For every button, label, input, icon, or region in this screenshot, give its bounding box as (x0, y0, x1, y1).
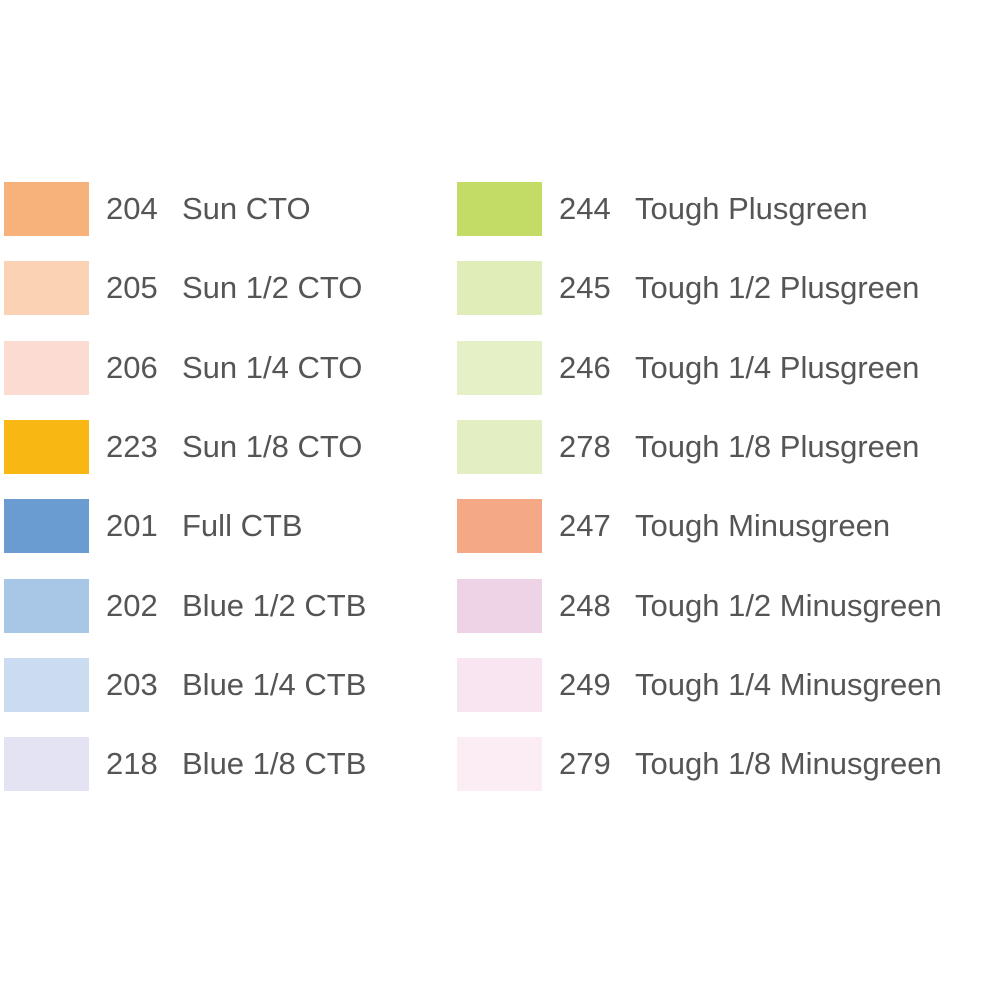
color-swatch (457, 261, 542, 316)
filter-name: Full CTB (182, 508, 303, 544)
color-swatch (457, 340, 542, 395)
filter-name: Tough 1/2 Minusgreen (635, 587, 942, 623)
filter-code: 248 (559, 587, 611, 623)
filter-name: Sun 1/8 CTO (182, 428, 363, 464)
color-swatch (4, 182, 89, 236)
filter-code: 205 (106, 270, 158, 306)
filter-name: Sun 1/2 CTO (182, 270, 363, 306)
filter-name: Sun 1/4 CTO (182, 349, 363, 385)
filter-code: 223 (106, 428, 158, 464)
filter-name: Tough 1/8 Plusgreen (635, 428, 920, 464)
color-swatch (457, 182, 542, 236)
filter-code: 245 (559, 270, 611, 306)
color-swatch (4, 657, 89, 712)
filter-name: Tough 1/8 Minusgreen (635, 746, 942, 782)
filter-name: Tough 1/4 Minusgreen (635, 666, 942, 702)
filter-name: Tough 1/2 Plusgreen (635, 270, 920, 306)
color-swatch (457, 737, 542, 792)
filter-code: 201 (106, 508, 158, 544)
filter-code: 279 (559, 746, 611, 782)
color-swatch (457, 578, 542, 633)
color-swatch (4, 499, 89, 554)
filter-code: 244 (559, 191, 611, 226)
filter-name: Blue 1/2 CTB (182, 587, 367, 623)
color-swatch (4, 419, 89, 474)
filter-code: 204 (106, 191, 158, 226)
filter-code: 278 (559, 428, 611, 464)
color-swatch (4, 340, 89, 395)
filter-code: 249 (559, 666, 611, 702)
filter-name: Tough Plusgreen (635, 191, 868, 226)
filter-code: 206 (106, 349, 158, 385)
color-swatch (457, 499, 542, 554)
filter-code: 218 (106, 746, 158, 782)
color-swatch (4, 578, 89, 633)
filter-code: 247 (559, 508, 611, 544)
color-swatch (457, 419, 542, 474)
filter-name: Blue 1/4 CTB (182, 666, 367, 702)
filter-name: Blue 1/8 CTB (182, 746, 367, 782)
filter-name: Tough 1/4 Plusgreen (635, 349, 920, 385)
filter-name: Tough Minusgreen (635, 508, 891, 544)
color-swatch (4, 737, 89, 792)
color-swatch (457, 657, 542, 712)
filter-code: 202 (106, 587, 158, 623)
filter-name: Sun CTO (182, 191, 311, 226)
color-swatch (4, 261, 89, 316)
filter-code: 246 (559, 349, 611, 385)
filter-code: 203 (106, 666, 158, 702)
